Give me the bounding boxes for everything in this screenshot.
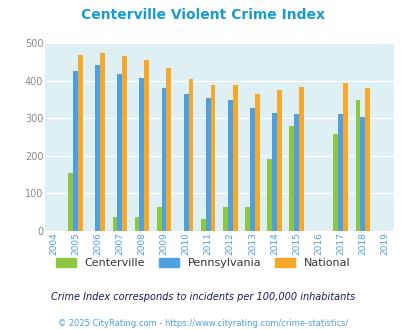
Bar — [73, 72, 78, 231]
Bar — [222, 207, 227, 231]
Bar — [68, 174, 73, 231]
Text: © 2025 CityRating.com - https://www.cityrating.com/crime-statistics/: © 2025 CityRating.com - https://www.city… — [58, 319, 347, 328]
Bar — [360, 116, 364, 231]
Bar — [144, 60, 149, 231]
Bar — [200, 219, 205, 231]
Bar — [188, 79, 193, 231]
Bar — [355, 100, 360, 231]
Bar — [183, 94, 188, 231]
Bar — [342, 83, 347, 231]
Bar — [161, 88, 166, 231]
Bar — [78, 54, 83, 231]
Text: Centerville Violent Crime Index: Centerville Violent Crime Index — [81, 8, 324, 22]
Bar — [134, 217, 139, 231]
Bar — [271, 113, 276, 231]
Bar — [289, 126, 294, 231]
Text: Crime Index corresponds to incidents per 100,000 inhabitants: Crime Index corresponds to incidents per… — [51, 292, 354, 302]
Bar — [245, 207, 249, 231]
Bar — [112, 217, 117, 231]
Bar — [100, 53, 105, 231]
Bar — [276, 89, 281, 231]
Bar — [249, 108, 254, 231]
Bar — [364, 88, 369, 231]
Bar — [254, 94, 259, 231]
Bar — [156, 207, 161, 231]
Bar — [232, 85, 237, 231]
Bar — [210, 85, 215, 231]
Bar — [333, 134, 337, 231]
Bar — [266, 159, 271, 231]
Bar — [95, 65, 100, 231]
Bar — [227, 100, 232, 231]
Bar — [117, 74, 122, 231]
Bar — [298, 87, 303, 231]
Bar — [294, 114, 298, 231]
Bar — [205, 98, 210, 231]
Bar — [139, 78, 144, 231]
Legend: Centerville, Pennsylvania, National: Centerville, Pennsylvania, National — [56, 258, 349, 268]
Bar — [166, 69, 171, 231]
Bar — [337, 114, 342, 231]
Bar — [122, 56, 127, 231]
